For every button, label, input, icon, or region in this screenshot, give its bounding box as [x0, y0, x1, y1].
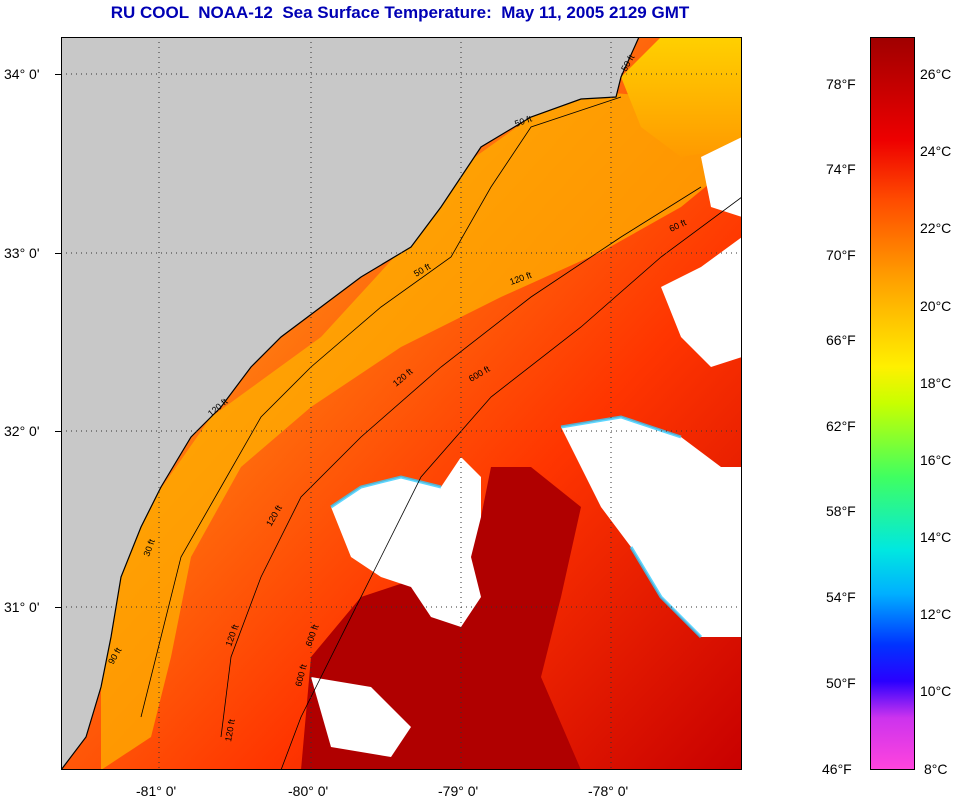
celsius-label: 26°C	[920, 66, 952, 82]
longitude-label: -81° 0'	[136, 783, 177, 799]
celsius-label: 14°C	[920, 529, 952, 545]
lat-lon-grid	[61, 37, 742, 770]
land-mass	[61, 37, 639, 770]
cold-front-edge	[330, 415, 703, 639]
longitude-label: -78° 0'	[588, 783, 629, 799]
coastline	[61, 37, 640, 770]
celsius-label: 24°C	[920, 143, 952, 159]
celsius-label: 18°C	[920, 375, 952, 391]
longitude-label: -80° 0'	[288, 783, 329, 799]
chart-title: RU COOL NOAA-12 Sea Surface Temperature:…	[110, 3, 690, 22]
northeast-yellow-patch	[621, 37, 742, 157]
latitude-label: 31° 0'	[4, 599, 40, 615]
celsius-label: 8°C	[924, 761, 948, 777]
cloud-cover-south	[311, 677, 411, 757]
isobath-120ft	[220, 186, 702, 738]
celsius-label: 22°C	[920, 220, 952, 236]
latitude-label: 33° 0'	[4, 245, 40, 261]
map-frame	[61, 37, 742, 770]
sst-map: 50 ft 50 ft 60 ft 120 ft 600 ft 50 ft 12…	[61, 37, 742, 770]
celsius-label: 10°C	[920, 683, 952, 699]
isobath-label: 120 ft	[223, 718, 237, 742]
celsius-label: 16°C	[920, 452, 952, 468]
celsius-label: 12°C	[920, 606, 952, 622]
latitude-label: 34° 0'	[4, 66, 40, 82]
fahrenheit-label: 50°F	[826, 675, 856, 691]
fahrenheit-label: 70°F	[826, 247, 856, 263]
isobath-600ft	[280, 196, 742, 770]
lat-tick	[55, 607, 61, 608]
cloud-cover-central	[331, 457, 481, 627]
fahrenheit-label: 78°F	[826, 76, 856, 92]
lat-tick	[55, 74, 61, 75]
celsius-label: 20°C	[920, 298, 952, 314]
cloud-cover-northeast	[701, 137, 742, 217]
fahrenheit-label: 74°F	[826, 161, 856, 177]
fahrenheit-label: 62°F	[826, 418, 856, 434]
temperature-colorbar	[870, 37, 915, 770]
cloud-cover-east	[561, 417, 742, 637]
latitude-label: 32° 0'	[4, 423, 40, 439]
fahrenheit-label: 58°F	[826, 503, 856, 519]
fahrenheit-label: 66°F	[826, 332, 856, 348]
fahrenheit-label: 54°F	[826, 589, 856, 605]
lat-tick	[55, 431, 61, 432]
cloud-cover-east-upper	[661, 237, 742, 367]
nearshore-band	[101, 57, 742, 770]
fahrenheit-label: 46°F	[822, 761, 852, 777]
lat-tick	[55, 253, 61, 254]
longitude-label: -79° 0'	[438, 783, 479, 799]
